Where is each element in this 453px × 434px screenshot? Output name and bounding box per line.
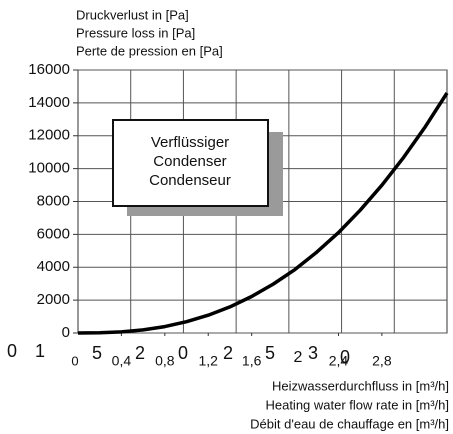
y-tick-label: 4000 [37, 258, 70, 275]
y-tick-label: 14000 [28, 94, 70, 111]
x-axis-fragment: 2 [294, 349, 303, 366]
x-tick-label: 0,4 [112, 353, 132, 369]
x-axis-title: Heating water flow rate in [m³/h] [265, 397, 449, 412]
x-axis-fragment: 0 [71, 353, 78, 368]
y-axis-title: Perte de pression en [Pa] [76, 43, 223, 58]
y-axis-title: Druckverlust in [Pa] [76, 7, 189, 22]
x-axis-fragment: 1 [35, 341, 45, 361]
x-tick-label: 0,8 [155, 353, 175, 369]
annotation: Condenser [153, 153, 226, 170]
annotation: Condenseur [149, 172, 231, 189]
x-axis-fragment: 5 [92, 343, 102, 363]
annotation: Verflüssiger [151, 134, 229, 151]
curve [77, 92, 449, 335]
x-tick-label: 1,6 [242, 353, 262, 369]
x-tick-label: 1,2 [199, 353, 219, 369]
x-axis-fragment: 0 [340, 347, 350, 367]
x-axis-fragment: 3 [308, 343, 318, 363]
x-axis-title: Débit d'eau de chauffage en [m³/h] [250, 416, 449, 431]
y-axis-title: Pressure loss in [Pa] [76, 25, 195, 40]
y-tick-label: 6000 [37, 225, 70, 242]
x-axis-title: Heizwasserdurchfluss in [m³/h] [272, 378, 449, 393]
y-tick-label: 16000 [28, 61, 70, 78]
y-tick-label: 2000 [37, 291, 70, 308]
y-tick-label: 0 [62, 324, 70, 341]
y-tick-label: 12000 [28, 127, 70, 144]
y-tick-label: 10000 [28, 160, 70, 177]
x-axis-fragment: 0 [7, 341, 17, 361]
x-axis-fragment: 2 [223, 343, 233, 363]
x-axis-fragment: 2 [135, 343, 145, 363]
y-tick-label: 8000 [37, 192, 70, 209]
x-tick-label: 2,8 [372, 353, 392, 369]
annotation-box [112, 119, 269, 207]
x-axis-fragment: 0 [178, 343, 188, 363]
x-tick-label: 2,4 [329, 353, 349, 369]
x-axis-fragment: 5 [265, 343, 275, 363]
